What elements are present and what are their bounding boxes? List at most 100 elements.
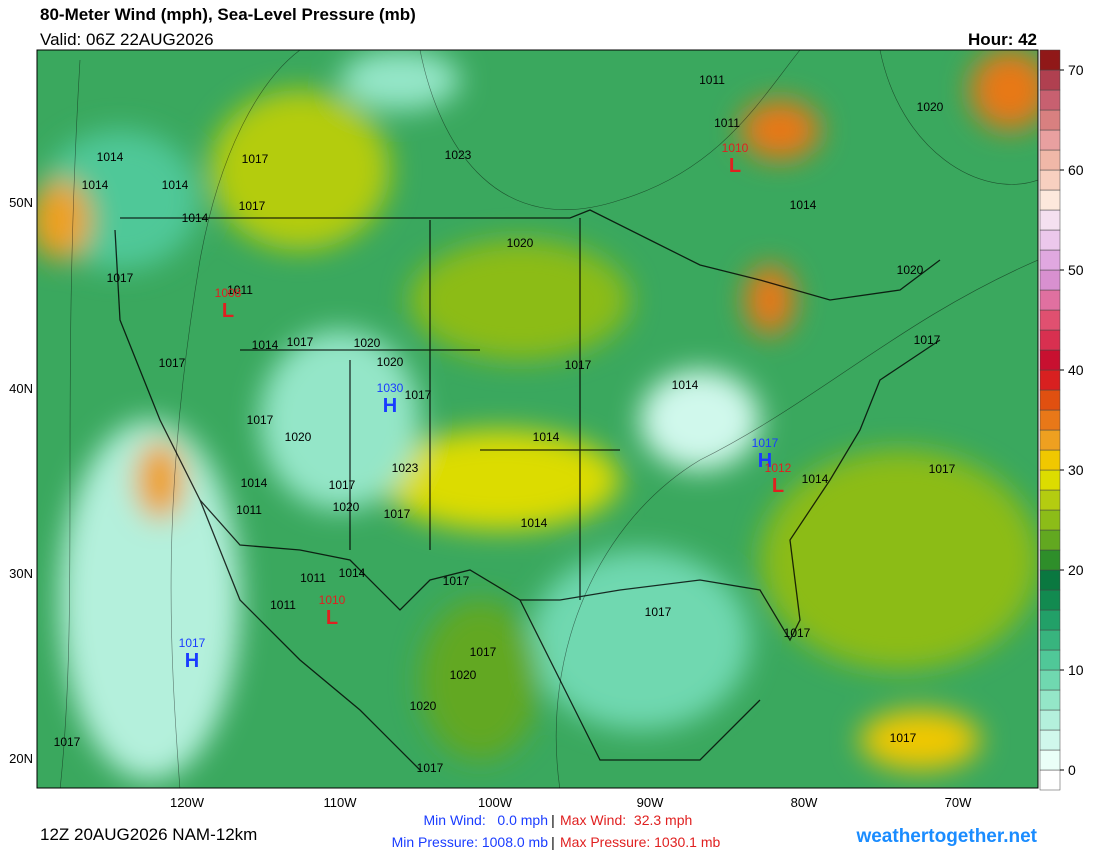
colorbar-box (1039, 189, 1061, 211)
colorbar-box (1039, 89, 1061, 111)
colorbar-box (1039, 109, 1061, 131)
center-pressure: 1010 (722, 141, 749, 155)
isobar-label: 1017 (929, 462, 956, 476)
isobar-label: 1017 (54, 735, 81, 749)
isobar-label: 1014 (339, 566, 366, 580)
isobar-label: 1017 (417, 761, 444, 775)
colorbar-box (1039, 229, 1061, 251)
isobar-label: 1014 (252, 338, 279, 352)
min-wind: Min Wind: 0.0 mph (424, 812, 549, 828)
center-letter: L (222, 300, 234, 322)
colorbar-box (1039, 249, 1061, 271)
center-pressure: 1017 (179, 636, 206, 650)
longitude-label: 90W (637, 795, 664, 810)
center-letter: H (185, 650, 199, 672)
site-name: weathertogether.net (855, 826, 1037, 847)
max-wind: Max Wind: 32.3 mph (560, 812, 692, 828)
colorbar-box (1039, 509, 1061, 531)
colorbar-box (1039, 709, 1061, 731)
longitude-label: 100W (478, 795, 513, 810)
colorbar-box (1039, 309, 1061, 331)
longitude-label: 80W (791, 795, 818, 810)
separator: | (551, 834, 555, 850)
colorbar-box (1039, 349, 1061, 371)
colorbar-box (1039, 529, 1061, 551)
isobar-label: 1017 (239, 199, 266, 213)
isobar-label: 1011 (236, 503, 262, 517)
longitude-label: 70W (945, 795, 972, 810)
longitude-label: 120W (170, 795, 205, 810)
colorbar-tick-label: 20 (1068, 562, 1084, 578)
isobar-label: 1017 (645, 605, 672, 619)
colorbar-tick-label: 70 (1068, 62, 1084, 78)
isobar-label: 1011 (227, 283, 253, 297)
isobar-label: 1014 (802, 472, 829, 486)
isobar-label: 1023 (445, 148, 472, 162)
isobar-label: 1014 (672, 378, 699, 392)
colorbar-tick-label: 40 (1068, 362, 1084, 378)
latitude-label: 40N (9, 381, 33, 396)
colorbar-box (1039, 69, 1061, 91)
isobar-label: 1017 (287, 335, 314, 349)
isobar-label: 1017 (159, 356, 186, 370)
center-letter: L (772, 475, 784, 497)
colorbar-box (1039, 329, 1061, 351)
center-pressure: 1010 (319, 593, 346, 607)
colorbar-box (1039, 629, 1061, 651)
colorbar-box (1039, 609, 1061, 631)
model-run: 12Z 20AUG2026 NAM-12km (40, 825, 257, 844)
colorbar-tick-label: 0 (1068, 762, 1076, 778)
center-pressure: 1008 (215, 286, 242, 300)
colorbar-tick-label: 60 (1068, 162, 1084, 178)
isobar-label: 1011 (714, 116, 740, 130)
isobar-label: 1020 (917, 100, 944, 114)
title: 80-Meter Wind (mph), Sea-Level Pressure … (40, 5, 416, 24)
isobar-label: 1023 (392, 461, 419, 475)
colorbar-box (1039, 469, 1061, 491)
isobar-label: 1014 (533, 430, 560, 444)
colorbar-tick-label: 10 (1068, 662, 1084, 678)
isobar-label: 1014 (97, 150, 124, 164)
isobar-label: 1017 (565, 358, 592, 372)
isobar-label: 1011 (270, 598, 296, 612)
isobar-label: 1011 (699, 73, 725, 87)
colorbar-box (1039, 669, 1061, 691)
longitude-label: 110W (324, 795, 358, 810)
center-pressure: 1012 (765, 461, 792, 475)
isobar-label: 1017 (914, 333, 941, 347)
isobar-label: 1011 (300, 571, 326, 585)
isobar-label: 1017 (247, 413, 274, 427)
isobar-label: 1017 (470, 645, 497, 659)
map-field (37, 50, 1038, 788)
colorbar-box (1039, 369, 1061, 391)
isobar-label: 1014 (521, 516, 548, 530)
colorbar-box (1039, 689, 1061, 711)
colorbar-box (1039, 449, 1061, 471)
isobar-label: 1017 (329, 478, 356, 492)
separator: | (551, 812, 555, 828)
isobar-label: 1020 (285, 430, 312, 444)
isobar-label: 1014 (82, 178, 109, 192)
isobar-label: 1020 (450, 668, 477, 682)
isobar-label: 1014 (182, 211, 209, 225)
center-letter: L (326, 607, 338, 629)
center-pressure: 1017 (752, 436, 779, 450)
map-frame (36, 49, 1039, 789)
colorbar-box (1039, 129, 1061, 151)
colorbar-box (1039, 569, 1061, 591)
colorbar-box (1039, 49, 1061, 71)
isobar-label: 1017 (784, 626, 811, 640)
valid-time: Valid: 06Z 22AUG2026 (40, 30, 214, 49)
colorbar-box (1039, 269, 1061, 291)
colorbar-box (1039, 589, 1061, 611)
latitude-label: 50N (9, 195, 33, 210)
center-letter: H (758, 450, 772, 472)
colorbar-box (1039, 549, 1061, 571)
colorbar-box (1039, 429, 1061, 451)
latitude-label: 30N (9, 566, 33, 581)
isobar-label: 1014 (162, 178, 189, 192)
isobar-label: 1020 (377, 355, 404, 369)
isobar-label: 1017 (443, 574, 470, 588)
latitude-label: 20N (9, 751, 33, 766)
